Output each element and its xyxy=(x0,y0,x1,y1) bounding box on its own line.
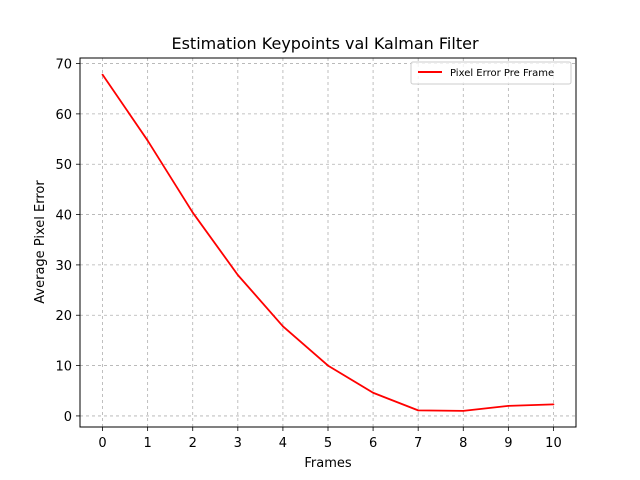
legend-box xyxy=(410,61,572,85)
y-tick-label: 10 xyxy=(55,360,72,375)
y-tick-label: 0 xyxy=(64,410,72,425)
data-point xyxy=(552,403,555,406)
data-point xyxy=(372,391,374,394)
y-tick-label: 20 xyxy=(55,309,72,324)
x-tick-label: 0 xyxy=(98,436,106,451)
data-point xyxy=(462,409,465,412)
y-tick-label: 50 xyxy=(55,158,72,173)
x-tick-label: 5 xyxy=(324,436,332,451)
x-axis-label: Frames xyxy=(304,456,352,471)
data-point xyxy=(327,364,329,367)
chart-title: Estimation Keypoints val Kalman Filter xyxy=(171,34,478,53)
y-tick-label: 70 xyxy=(55,58,72,73)
legend-label: Pixel Error Pre Frame xyxy=(450,68,554,79)
data-point xyxy=(282,325,284,328)
y-axis-label: Average Pixel Error xyxy=(33,180,48,304)
x-tick-label: 2 xyxy=(189,436,197,451)
data-point xyxy=(236,274,239,276)
x-tick-label: 7 xyxy=(414,436,422,451)
y-tick-label: 30 xyxy=(55,259,72,274)
series-layer xyxy=(101,73,555,412)
legend: Pixel Error Pre Frame xyxy=(410,61,572,85)
x-tick-label: 8 xyxy=(459,436,467,451)
data-point xyxy=(417,409,420,412)
grid xyxy=(80,58,576,427)
data-point xyxy=(146,139,149,142)
data-point xyxy=(191,211,194,214)
x-tick-label: 10 xyxy=(545,436,562,451)
data-point xyxy=(507,404,510,407)
y-axis-ticks: 0 10 20 30 40 50 60 70 xyxy=(55,58,80,425)
x-axis-ticks: 0 1 2 3 4 5 6 7 8 9 10 xyxy=(98,427,562,451)
y-tick-label: 40 xyxy=(55,209,72,224)
x-tick-label: 1 xyxy=(143,436,151,451)
x-tick-label: 4 xyxy=(279,436,287,451)
x-tick-label: 9 xyxy=(504,436,512,451)
y-tick-label: 60 xyxy=(55,108,72,123)
x-tick-label: 6 xyxy=(369,436,377,451)
x-tick-label: 3 xyxy=(234,436,242,451)
data-point xyxy=(101,73,104,76)
